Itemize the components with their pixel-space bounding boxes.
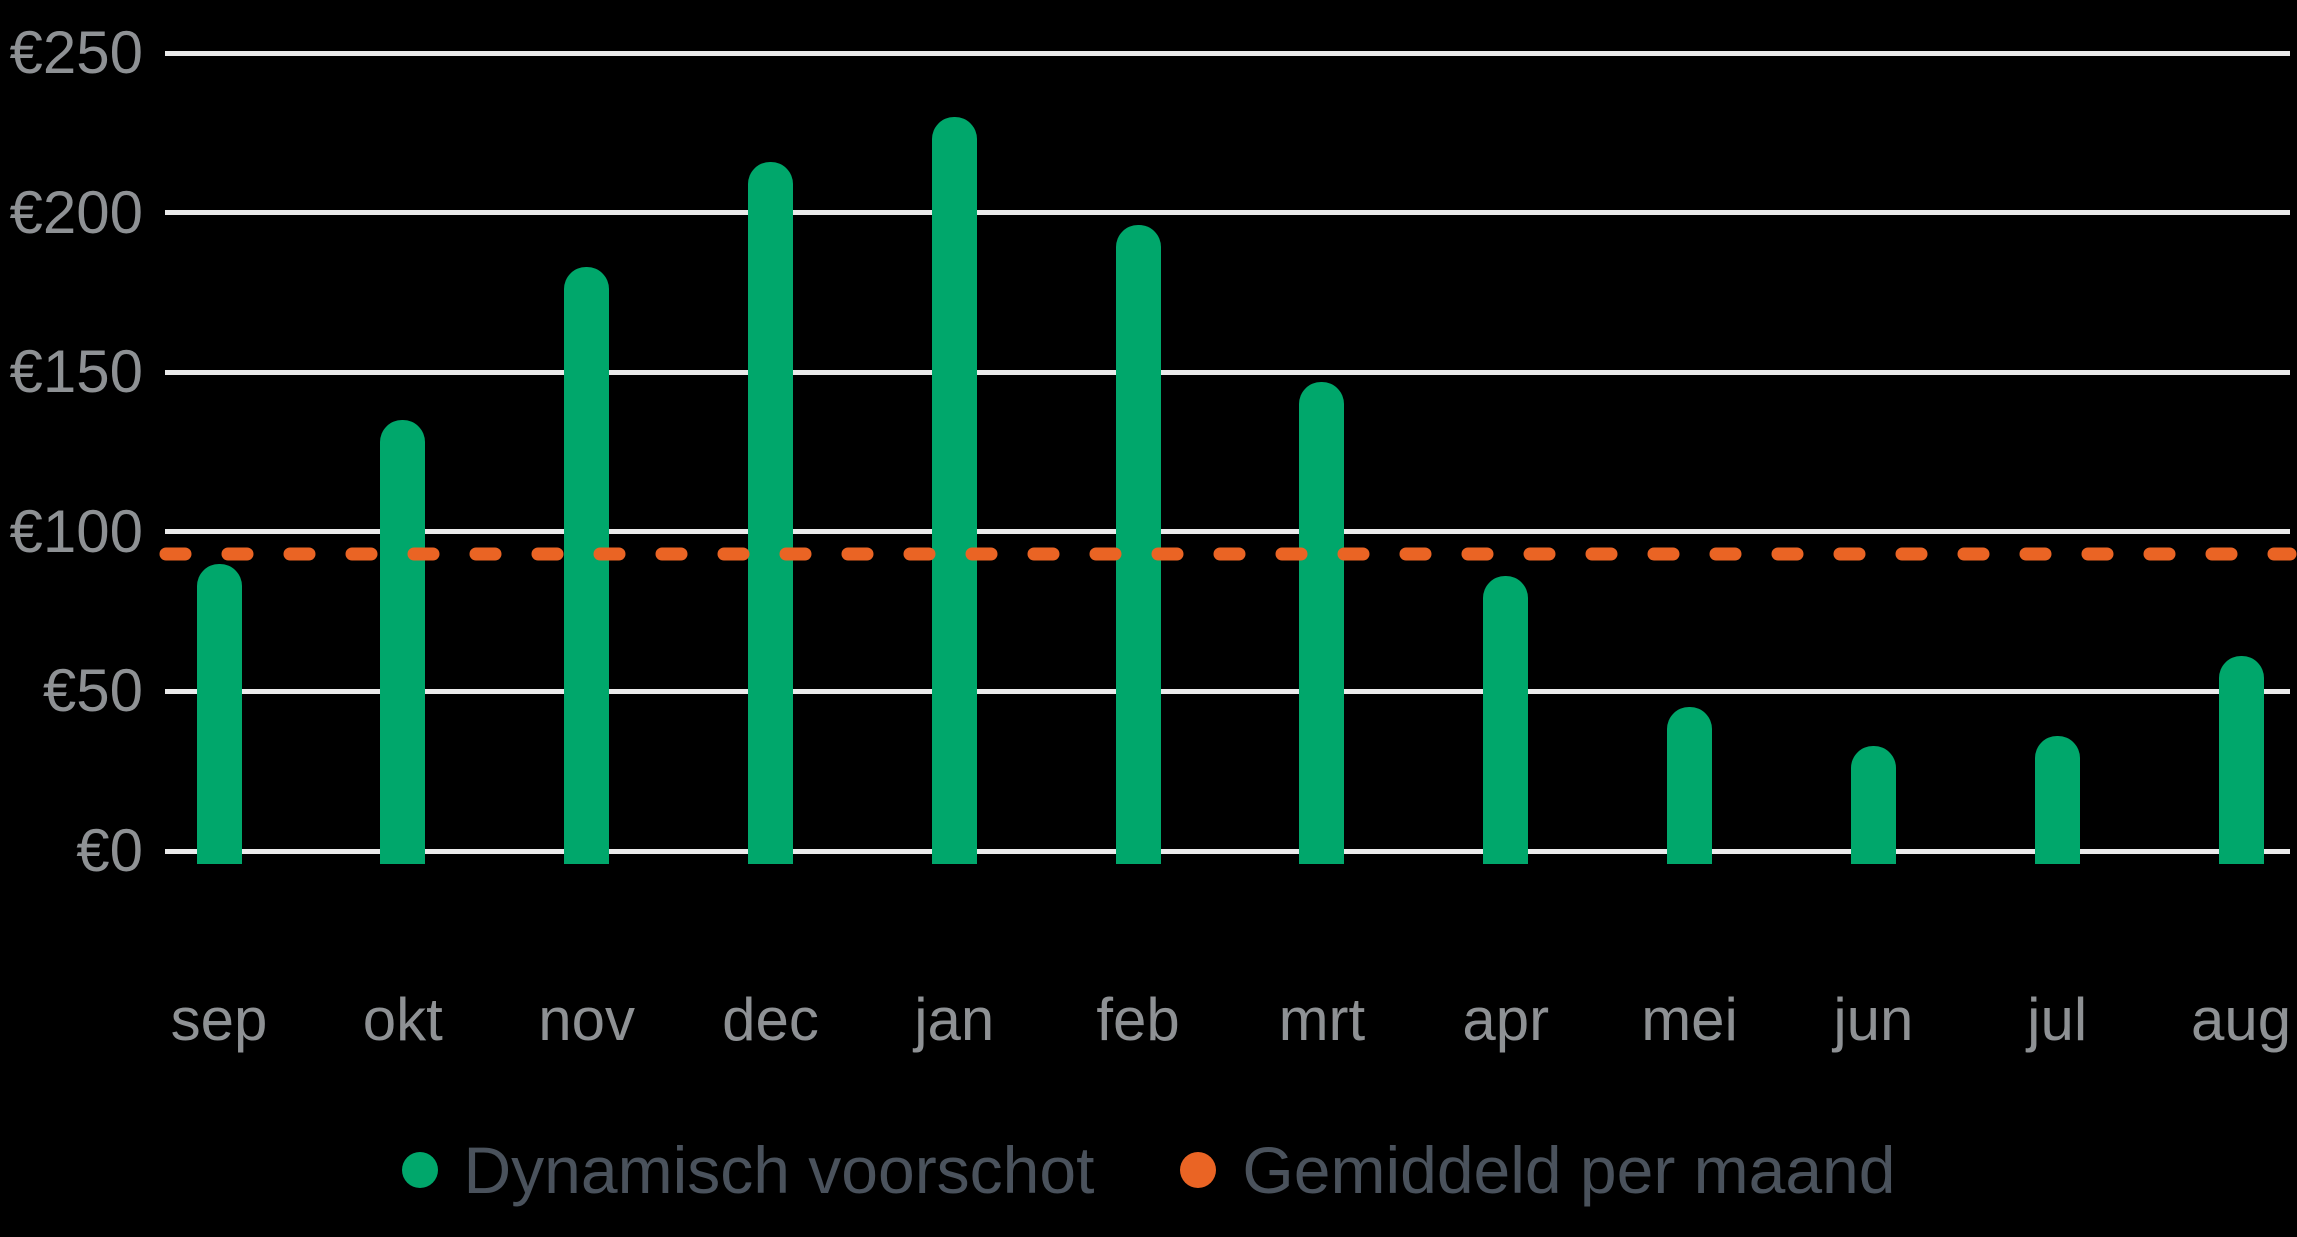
x-tick-label-jan: jan [914,986,995,1053]
green-dot-icon [401,1152,438,1188]
orange-dot-icon [1180,1152,1217,1188]
x-tick-label-nov: nov [538,986,635,1053]
x-tick-label-jul: jul [2027,986,2088,1053]
y-tick-label-150: €150 [9,338,143,406]
y-tick-label-0: €0 [76,817,143,884]
bar-nov [564,266,610,864]
chart-legend: Dynamisch voorschot Gemiddeld per maand [0,1132,2297,1208]
bar-okt [380,420,426,864]
bar-feb [1115,225,1161,864]
x-tick-label-mei: mei [1641,986,1738,1053]
y-tick-label-100: €100 [9,497,143,565]
y-tick-label-200: €200 [9,178,143,246]
x-tick-label-feb: feb [1096,986,1180,1053]
x-tick-label-aug: aug [2190,986,2292,1053]
bar-jan [931,116,977,864]
bar-jun [1850,745,1896,864]
bar-mrt [1299,381,1345,864]
legend-label-dynamisch-voorschot: Dynamisch voorschot [463,1133,1095,1207]
legend-label-gemiddeld-per-maand: Gemiddeld per maand [1242,1133,1896,1207]
bar-jul [2034,736,2080,864]
y-tick-label-50: €50 [42,657,143,725]
bar-aug [2218,656,2264,864]
legend-item-gemiddeld-per-maand: Gemiddeld per maand [1180,1132,1895,1208]
average-line [159,547,2297,561]
gridline-50 [165,688,2290,694]
gridline-200 [165,210,2290,216]
bar-sep [196,563,242,864]
x-tick-label-mrt: mrt [1278,986,1366,1053]
x-tick-label-dec: dec [722,986,819,1053]
gridline-150 [165,369,2290,375]
x-tick-label-sep: sep [170,986,268,1053]
bar-apr [1483,576,1529,864]
x-tick-label-jun: jun [1833,986,1914,1053]
bar-mei [1667,707,1713,864]
x-tick-label-apr: apr [1462,986,1550,1053]
gridline-250 [165,50,2290,56]
x-tick-label-okt: okt [362,986,443,1053]
legend-item-dynamisch-voorschot: Dynamisch voorschot [401,1132,1095,1208]
gridline-0 [165,848,2290,854]
gridline-100 [165,529,2290,535]
y-tick-label-250: €250 [9,19,143,86]
bar-dec [747,161,793,864]
